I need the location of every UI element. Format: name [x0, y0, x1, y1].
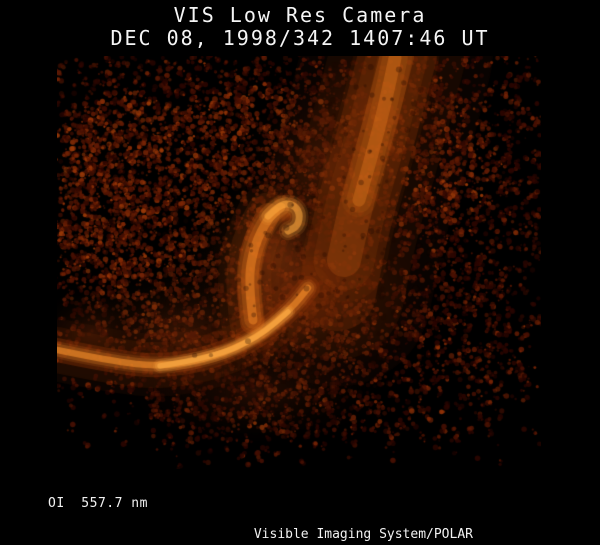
credit-block: Visible Imaging System/POLAR The Univers… [223, 492, 473, 545]
aurora-image [57, 56, 541, 469]
wavelength-label: OI 557.7 nm [48, 496, 148, 511]
timestamp-title: DEC 08, 1998/342 1407:46 UT [110, 26, 490, 50]
credit-line-1: Visible Imaging System/POLAR [253, 527, 473, 542]
camera-title: VIS Low Res Camera [173, 3, 427, 27]
